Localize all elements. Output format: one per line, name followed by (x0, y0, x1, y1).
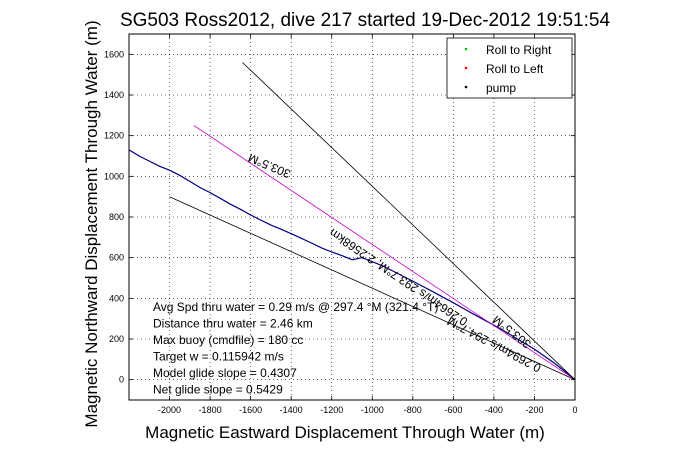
plot-frame (128, 33, 576, 401)
heading-line-2 (242, 62, 576, 380)
y-axis-label: Magnetic Northward Displacement Through … (82, 20, 101, 427)
y-tick-label: 200 (109, 334, 124, 344)
stat-line: Model glide slope = 0.4307 (153, 366, 297, 380)
y-tick-label: 1400 (104, 90, 124, 100)
chart-title: SG503 Ross2012, dive 217 started 19-Dec-… (120, 10, 611, 31)
y-tick-label: 400 (109, 293, 124, 303)
dive-track-line (128, 149, 576, 381)
y-tick-label: 600 (109, 253, 124, 263)
stat-line: Avg Spd thru water = 0.29 m/s @ 297.4 °M… (153, 300, 438, 314)
x-tick-label: -1600 (239, 405, 262, 415)
legend-marker (464, 85, 468, 89)
stat-line: Max buoy (cmdfile) = 180 cc (153, 333, 303, 347)
x-tick-label: -1000 (361, 405, 384, 415)
x-tick-label: -1200 (320, 405, 343, 415)
legend-label: pump (486, 81, 516, 95)
legend-label: Roll to Left (486, 62, 544, 76)
stats-block: Avg Spd thru water = 0.29 m/s @ 297.4 °M… (153, 300, 438, 397)
x-tick-label: -400 (485, 405, 503, 415)
y-tick-label: 1200 (104, 131, 124, 141)
stat-line: Distance thru water = 2.46 km (153, 317, 313, 331)
series-group (128, 62, 576, 381)
y-tick-label: 800 (109, 212, 124, 222)
y-axis-ticks: 0 200 400 600 800 1000 1200 1400 1600 (104, 49, 575, 385)
y-tick-label: 1600 (104, 49, 124, 59)
legend: Roll to Right Roll to Left pump (446, 37, 573, 99)
x-axis-ticks: -2000 -1800 -1600 -1400 -1200 -1000 -800 -600 -4… (158, 34, 578, 415)
x-tick-label: 0 (572, 405, 577, 415)
x-tick-label: -800 (404, 405, 422, 415)
x-tick-label: -1400 (280, 405, 303, 415)
x-tick-label: -1800 (199, 405, 222, 415)
x-axis-label: Magnetic Eastward Displacement Through W… (145, 423, 545, 442)
y-tick-label: 1000 (104, 171, 124, 181)
heading-line-3 (169, 196, 576, 381)
x-tick-label: -600 (444, 405, 462, 415)
heading-line-1 (193, 125, 576, 381)
stat-line: Net glide slope = 0.5429 (153, 383, 283, 397)
x-tick-label: -200 (525, 405, 543, 415)
legend-box (446, 37, 573, 99)
stat-line: Target w = 0.115942 m/s (153, 350, 284, 364)
legend-marker (464, 66, 468, 70)
legend-label: Roll to Right (486, 43, 552, 57)
legend-marker (464, 47, 468, 51)
x-tick-label: -2000 (158, 405, 181, 415)
y-tick-label: 0 (119, 375, 124, 385)
